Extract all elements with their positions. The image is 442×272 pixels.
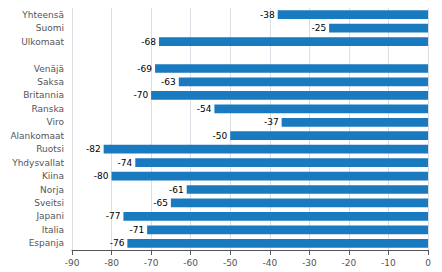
svg-text:Kiina: Kiina [42, 171, 64, 181]
svg-text:-90: -90 [65, 258, 80, 268]
svg-text:Ruotsi: Ruotsi [36, 144, 64, 154]
svg-text:-70: -70 [133, 90, 148, 100]
svg-text:Ranska: Ranska [31, 104, 64, 114]
svg-text:-50: -50 [213, 131, 228, 141]
svg-text:-37: -37 [264, 117, 279, 127]
svg-text:Espanja: Espanja [29, 238, 64, 248]
svg-text:-50: -50 [223, 258, 238, 268]
svg-text:Alankomaat: Alankomaat [10, 131, 64, 141]
svg-text:-82: -82 [86, 144, 101, 154]
svg-text:-69: -69 [137, 64, 152, 74]
svg-text:-20: -20 [342, 258, 357, 268]
svg-text:Britannia: Britannia [23, 90, 64, 100]
svg-text:-38: -38 [260, 10, 275, 20]
svg-text:Yhteensä: Yhteensä [21, 10, 64, 20]
svg-text:Sveitsi: Sveitsi [34, 198, 64, 208]
svg-text:-40: -40 [262, 258, 277, 268]
svg-text:0: 0 [425, 258, 431, 268]
svg-text:-80: -80 [104, 258, 119, 268]
svg-text:Viro: Viro [47, 117, 65, 127]
svg-text:-80: -80 [94, 171, 109, 181]
svg-text:-30: -30 [302, 258, 317, 268]
svg-text:-65: -65 [153, 198, 168, 208]
svg-text:Ulkomaat: Ulkomaat [21, 37, 64, 47]
svg-text:-74: -74 [118, 158, 133, 168]
svg-text:Venäjä: Venäjä [34, 64, 64, 74]
svg-text:-68: -68 [141, 37, 156, 47]
svg-text:Norja: Norja [40, 185, 64, 195]
svg-text:-71: -71 [129, 225, 144, 235]
svg-text:-76: -76 [110, 238, 125, 248]
svg-text:-25: -25 [311, 23, 326, 33]
svg-text:-54: -54 [197, 104, 212, 114]
svg-text:-77: -77 [106, 211, 121, 221]
svg-text:-61: -61 [169, 185, 184, 195]
svg-text:Yhdysvallat: Yhdysvallat [11, 158, 64, 168]
svg-text:-70: -70 [144, 258, 159, 268]
svg-text:-10: -10 [381, 258, 396, 268]
svg-text:-63: -63 [161, 77, 176, 87]
svg-text:Japani: Japani [35, 211, 64, 221]
svg-text:Saksa: Saksa [37, 77, 64, 87]
svg-text:Suomi: Suomi [36, 23, 64, 33]
svg-text:Italia: Italia [42, 225, 64, 235]
svg-text:-60: -60 [183, 258, 198, 268]
